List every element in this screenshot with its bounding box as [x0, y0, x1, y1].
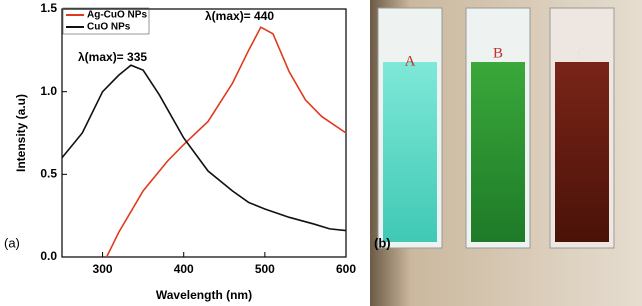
photo: A B C (b): [370, 0, 642, 306]
liquid: [471, 62, 525, 242]
cuvette-label: A: [405, 53, 416, 69]
panel-label: (a): [4, 235, 20, 250]
x-tick-label: 400: [174, 262, 194, 276]
y-tick-label: 0.5: [40, 167, 57, 181]
y-tick-label: 1.0: [40, 84, 57, 98]
y-axis-label: Intensity (a.u): [14, 94, 28, 172]
chart: (a) Wavelength (nm) Intensity (a.u) λ(ma…: [4, 1, 356, 302]
liquid: [383, 62, 437, 242]
y-tick-label: 1.5: [40, 1, 57, 15]
line: [105, 26, 347, 258]
y-tick-label: 0.0: [40, 249, 57, 263]
x-axis-label: Wavelength (nm): [156, 288, 252, 302]
panel-label: (b): [374, 235, 391, 250]
annotation: λ(max)= 440: [205, 9, 274, 23]
liquid: [555, 62, 609, 242]
x-tick-label: 300: [93, 262, 113, 276]
x-tick-label: 600: [336, 262, 356, 276]
cuvette-label: B: [493, 45, 503, 61]
legend-label: CuO NPs: [87, 22, 131, 33]
annotation: λ(max)= 335: [78, 50, 147, 64]
legend-box: [62, 7, 150, 35]
line: [61, 64, 347, 232]
cuvette-label: C: [577, 45, 587, 61]
x-tick-label: 500: [255, 262, 275, 276]
plot-frame: [61, 8, 347, 258]
legend-label: Ag-CuO NPs: [87, 10, 147, 21]
